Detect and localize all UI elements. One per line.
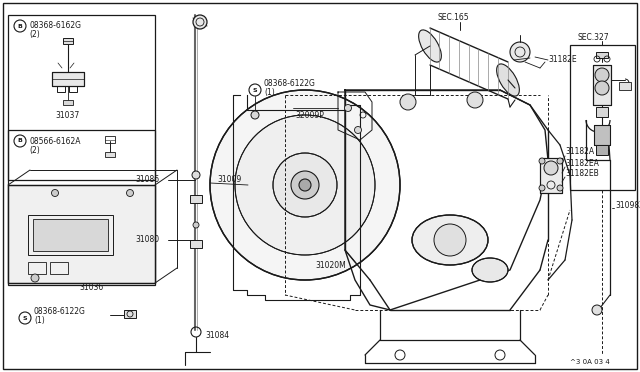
- Text: 31080: 31080: [135, 235, 159, 244]
- Text: ^3 0A 03 4: ^3 0A 03 4: [570, 359, 610, 365]
- Bar: [190, 195, 202, 203]
- Text: 08368-6122G: 08368-6122G: [264, 78, 316, 87]
- Circle shape: [193, 222, 199, 228]
- Bar: [28, 215, 113, 255]
- Circle shape: [539, 158, 545, 164]
- Text: 31036: 31036: [80, 282, 104, 292]
- Circle shape: [434, 224, 466, 256]
- Bar: [594, 125, 610, 145]
- Ellipse shape: [595, 68, 609, 82]
- Circle shape: [127, 189, 134, 196]
- Text: 31020M: 31020M: [315, 260, 346, 269]
- Text: SEC.327: SEC.327: [578, 33, 610, 42]
- Bar: [124, 310, 136, 318]
- Circle shape: [249, 84, 261, 96]
- Bar: [105, 136, 115, 143]
- Ellipse shape: [595, 81, 609, 95]
- Bar: [33, 219, 108, 251]
- Circle shape: [210, 90, 400, 280]
- Text: (2): (2): [29, 145, 40, 154]
- Circle shape: [14, 20, 26, 32]
- Bar: [596, 107, 608, 117]
- Circle shape: [400, 94, 416, 110]
- Bar: [540, 158, 562, 193]
- Circle shape: [344, 105, 351, 112]
- Text: (2): (2): [29, 31, 40, 39]
- Bar: [52, 72, 84, 86]
- Bar: [105, 152, 115, 157]
- Circle shape: [557, 158, 563, 164]
- Bar: [8, 185, 155, 283]
- Circle shape: [539, 185, 545, 191]
- Bar: [8, 130, 155, 285]
- Bar: [190, 240, 202, 248]
- Bar: [63, 38, 73, 44]
- Circle shape: [31, 274, 39, 282]
- Circle shape: [235, 115, 375, 255]
- Text: B: B: [17, 138, 22, 144]
- Bar: [540, 158, 562, 193]
- Text: (1): (1): [264, 87, 275, 96]
- Circle shape: [51, 189, 58, 196]
- Text: 31009: 31009: [217, 176, 241, 185]
- Text: 31182A: 31182A: [565, 148, 594, 157]
- Circle shape: [510, 42, 530, 62]
- Circle shape: [355, 126, 362, 134]
- Text: B: B: [17, 23, 22, 29]
- Bar: [50, 262, 68, 274]
- Text: S: S: [22, 315, 28, 321]
- Bar: [8, 185, 155, 283]
- Text: 31182EB: 31182EB: [565, 170, 599, 179]
- Text: 31084: 31084: [205, 330, 229, 340]
- Circle shape: [544, 161, 558, 175]
- Bar: [52, 72, 84, 86]
- Circle shape: [192, 171, 200, 179]
- Circle shape: [193, 15, 207, 29]
- Bar: [593, 65, 611, 105]
- Text: 31098Z: 31098Z: [615, 201, 640, 209]
- Ellipse shape: [497, 64, 519, 96]
- Ellipse shape: [419, 30, 442, 62]
- Bar: [57, 86, 65, 92]
- Text: 08368-6162G: 08368-6162G: [29, 22, 81, 31]
- Bar: [63, 100, 73, 105]
- Circle shape: [467, 92, 483, 108]
- Bar: [570, 45, 635, 190]
- Text: 08368-6122G: 08368-6122G: [34, 307, 86, 315]
- Bar: [596, 145, 608, 155]
- Circle shape: [273, 153, 337, 217]
- Bar: [8, 15, 155, 180]
- Text: 31182EA: 31182EA: [565, 158, 599, 167]
- Bar: [596, 52, 608, 58]
- Circle shape: [557, 185, 563, 191]
- Text: 31086: 31086: [135, 176, 159, 185]
- Text: (1): (1): [34, 315, 45, 324]
- Circle shape: [19, 312, 31, 324]
- Bar: [69, 86, 77, 92]
- Bar: [619, 82, 631, 90]
- Ellipse shape: [472, 258, 508, 282]
- Ellipse shape: [412, 215, 488, 265]
- Text: S: S: [253, 87, 257, 93]
- Circle shape: [299, 179, 311, 191]
- Text: 32009P: 32009P: [295, 110, 324, 119]
- Circle shape: [291, 171, 319, 199]
- Text: 31182E: 31182E: [548, 55, 577, 64]
- Text: SEC.165: SEC.165: [438, 13, 470, 22]
- Bar: [594, 125, 610, 145]
- Circle shape: [592, 305, 602, 315]
- Text: 31037: 31037: [56, 110, 80, 119]
- Circle shape: [14, 135, 26, 147]
- Bar: [593, 65, 611, 105]
- Text: 08566-6162A: 08566-6162A: [29, 137, 81, 145]
- Circle shape: [251, 111, 259, 119]
- Bar: [28, 262, 46, 274]
